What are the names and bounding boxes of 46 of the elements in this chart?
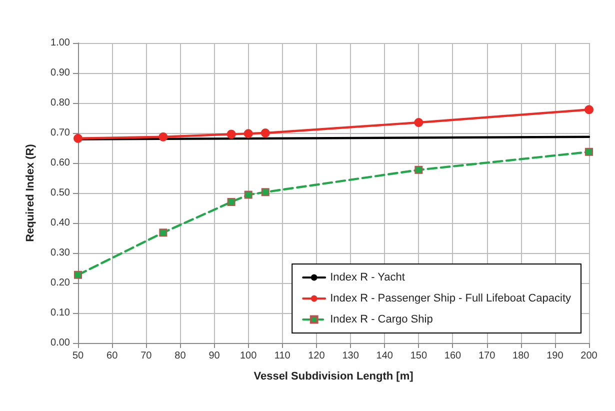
x-tick-label: 160 bbox=[444, 350, 462, 362]
x-tick-label: 60 bbox=[106, 350, 118, 362]
x-tick-label: 100 bbox=[240, 350, 258, 362]
x-tick-label: 80 bbox=[174, 350, 186, 362]
x-tick-label: 50 bbox=[72, 350, 84, 362]
point bbox=[159, 228, 168, 237]
x-tick-label: 140 bbox=[376, 350, 394, 362]
x-tick-label: 90 bbox=[208, 350, 220, 362]
y-tick-label: 0.80 bbox=[50, 98, 70, 108]
x-tick-label: 170 bbox=[478, 350, 496, 362]
legend-label: Index R - Cargo Ship bbox=[330, 314, 433, 326]
y-tick-label: 0.00 bbox=[50, 338, 70, 348]
y-tick-label: 0.20 bbox=[50, 278, 70, 288]
legend-label: Index R - Passenger Ship - Full Lifeboat Capacity bbox=[330, 292, 572, 304]
x-tick-label: 130 bbox=[342, 350, 360, 362]
y-tick-label: 0.90 bbox=[50, 68, 70, 78]
y-tick-label: 0.30 bbox=[50, 248, 70, 258]
point bbox=[414, 166, 423, 174]
y-tick-label: 0.50 bbox=[50, 188, 70, 198]
point bbox=[74, 134, 82, 143]
y-tick-label: 0.40 bbox=[50, 218, 70, 228]
x-tick-label: 70 bbox=[140, 350, 152, 362]
x-tick-label: 110 bbox=[274, 350, 291, 362]
point bbox=[227, 198, 236, 206]
point bbox=[585, 148, 593, 156]
x-tick-label: 200 bbox=[580, 350, 598, 362]
y-tick-label: 0.60 bbox=[50, 158, 70, 168]
point bbox=[261, 188, 270, 196]
y-tick-label: 0.10 bbox=[50, 308, 70, 318]
y-tick-label: 1.00 bbox=[50, 38, 70, 48]
x-axis-title: Vessel Subdivision Length [m] bbox=[254, 370, 414, 382]
y-tick-label: 0.70 bbox=[50, 128, 70, 138]
y-axis-title: Required Index (R) bbox=[24, 144, 36, 242]
legend-label: Index R - Yacht bbox=[330, 272, 405, 284]
point bbox=[244, 190, 252, 199]
point bbox=[226, 130, 236, 139]
x-tick-label: 120 bbox=[308, 350, 326, 362]
point bbox=[260, 128, 270, 138]
point bbox=[414, 118, 424, 127]
x-tick-label: 180 bbox=[512, 350, 530, 362]
point bbox=[74, 270, 82, 279]
point bbox=[584, 105, 594, 114]
x-tick-label: 150 bbox=[410, 350, 428, 362]
x-tick-label: 190 bbox=[546, 350, 564, 362]
point bbox=[158, 132, 168, 142]
point bbox=[244, 129, 253, 138]
